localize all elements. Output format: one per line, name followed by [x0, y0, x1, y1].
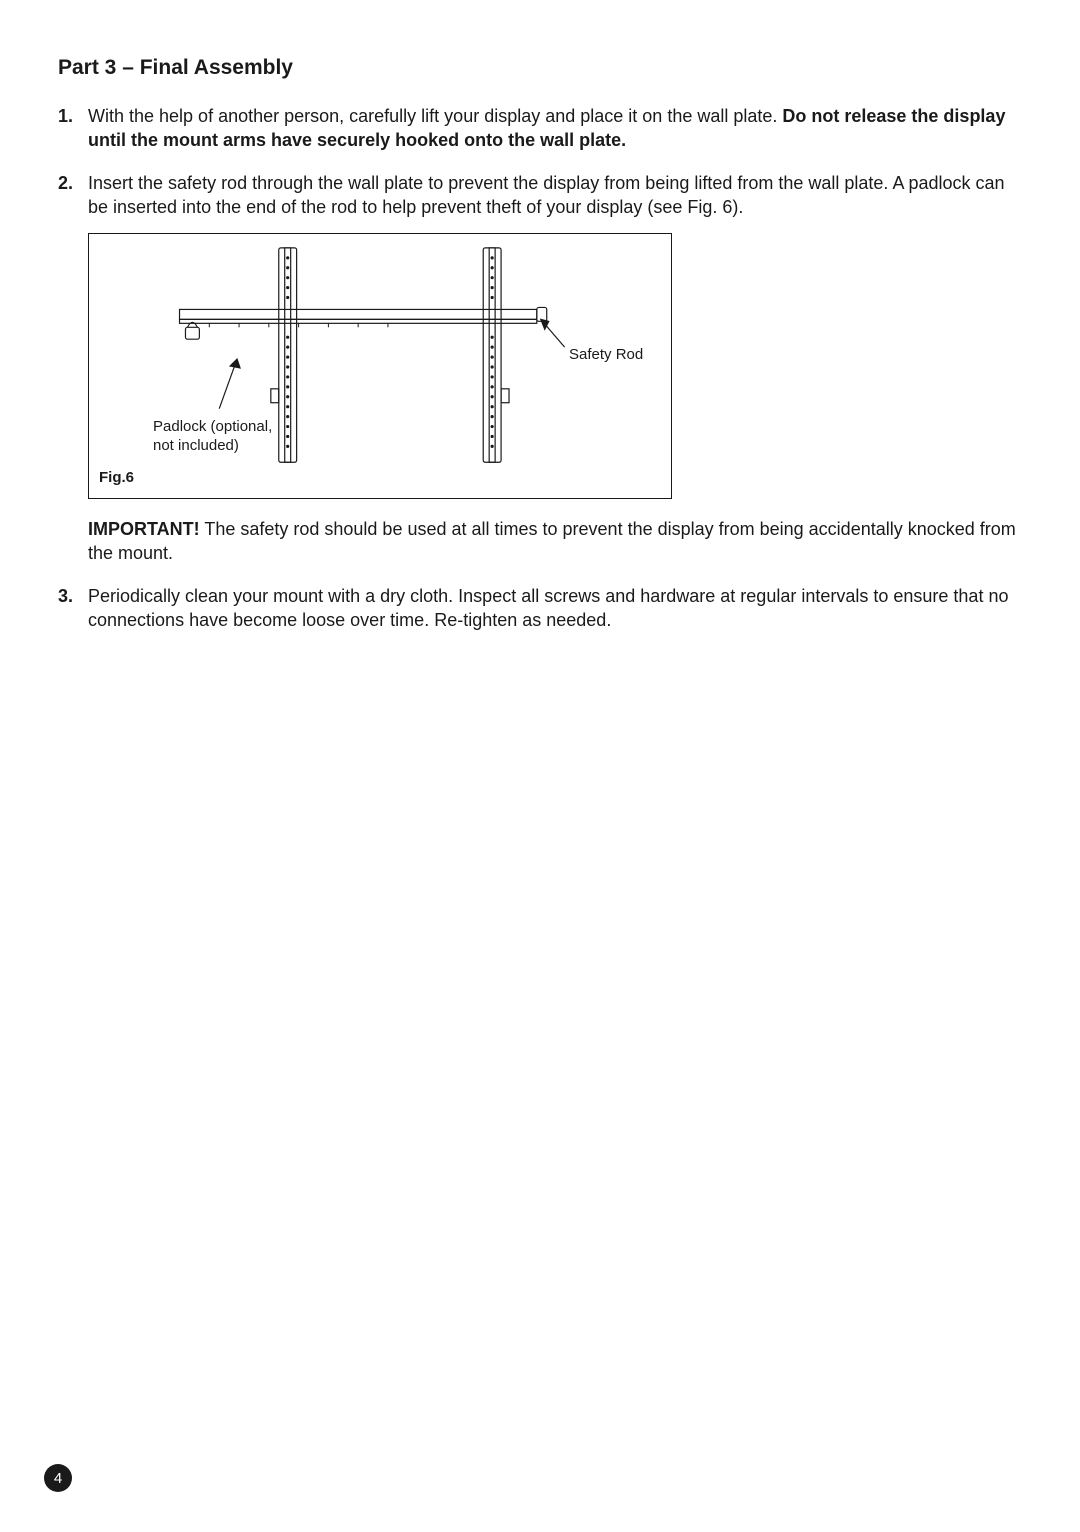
step-3-text: Periodically clean your mount with a dry…: [88, 586, 1008, 630]
figure-6: Safety Rod Padlock (optional, not includ…: [88, 233, 672, 499]
step-3: 3. Periodically clean your mount with a …: [58, 584, 1022, 633]
callout-safety-rod: Safety Rod: [569, 346, 643, 365]
steps-list: 1. With the help of another person, care…: [58, 104, 1022, 632]
step-2: 2. Insert the safety rod through the wal…: [58, 171, 1022, 566]
figure-6-diagram: [89, 234, 671, 498]
step-1-number: 1.: [58, 104, 73, 128]
page-number: 4: [54, 1470, 62, 1487]
callout-padlock: Padlock (optional, not included): [153, 418, 293, 456]
step-2-number: 2.: [58, 171, 73, 195]
section-title: Part 3 – Final Assembly: [58, 56, 1022, 80]
important-text: The safety rod should be used at all tim…: [88, 519, 1016, 563]
step-1: 1. With the help of another person, care…: [58, 104, 1022, 153]
step-1-text-pre: With the help of another person, careful…: [88, 106, 782, 126]
important-label: IMPORTANT!: [88, 519, 200, 539]
page-container: Part 3 – Final Assembly 1. With the help…: [0, 0, 1080, 1532]
step-2-text: Insert the safety rod through the wall p…: [88, 173, 1005, 217]
page-number-badge: 4: [44, 1464, 72, 1492]
important-note: IMPORTANT! The safety rod should be used…: [88, 517, 1022, 566]
figure-caption: Fig.6: [99, 468, 134, 488]
step-3-number: 3.: [58, 584, 73, 608]
